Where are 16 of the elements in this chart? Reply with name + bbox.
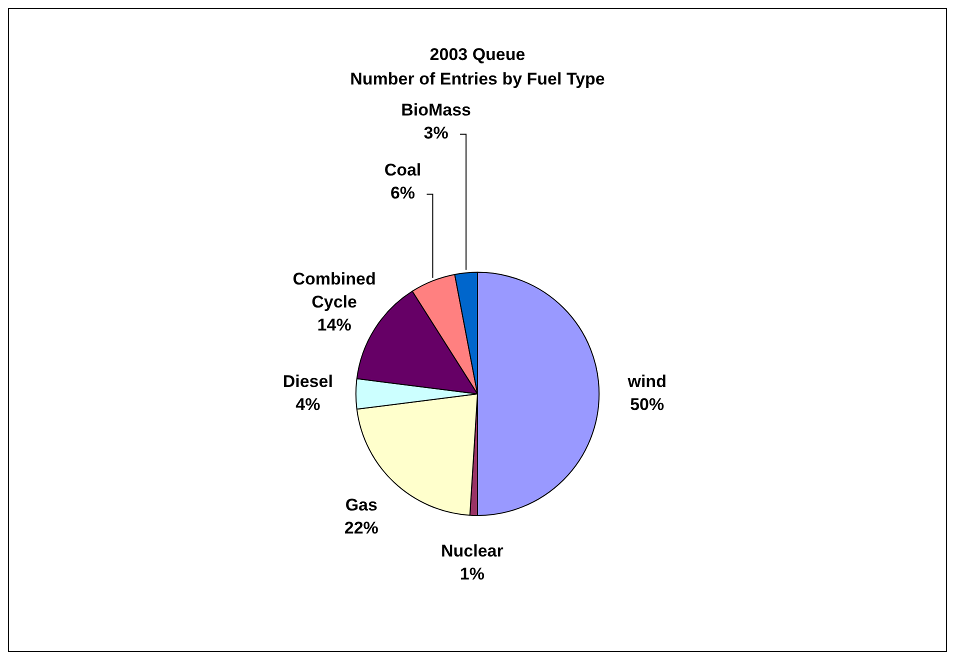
slice-label: BioMass: [401, 100, 472, 120]
data-label: 1%: [460, 564, 484, 584]
data-label: 6%: [390, 183, 416, 202]
slice-label: Diesel: [282, 372, 333, 392]
slice-label: Combined Cycle: [292, 270, 376, 312]
slice-label: Coal: [384, 160, 422, 180]
data-label: 22%: [344, 518, 378, 538]
chart-title: 2003 Queue: [430, 44, 526, 64]
slice-label: Gas: [345, 496, 378, 515]
data-label: 4%: [296, 395, 320, 414]
chart-subtitle: Number of Entries by Fuel Type: [350, 69, 605, 88]
data-label: 14%: [317, 316, 352, 335]
data-label: 3%: [424, 123, 448, 142]
data-label: 50%: [630, 395, 664, 414]
slice-label: Nuclear: [440, 542, 504, 561]
slice-label: wind: [626, 372, 666, 392]
